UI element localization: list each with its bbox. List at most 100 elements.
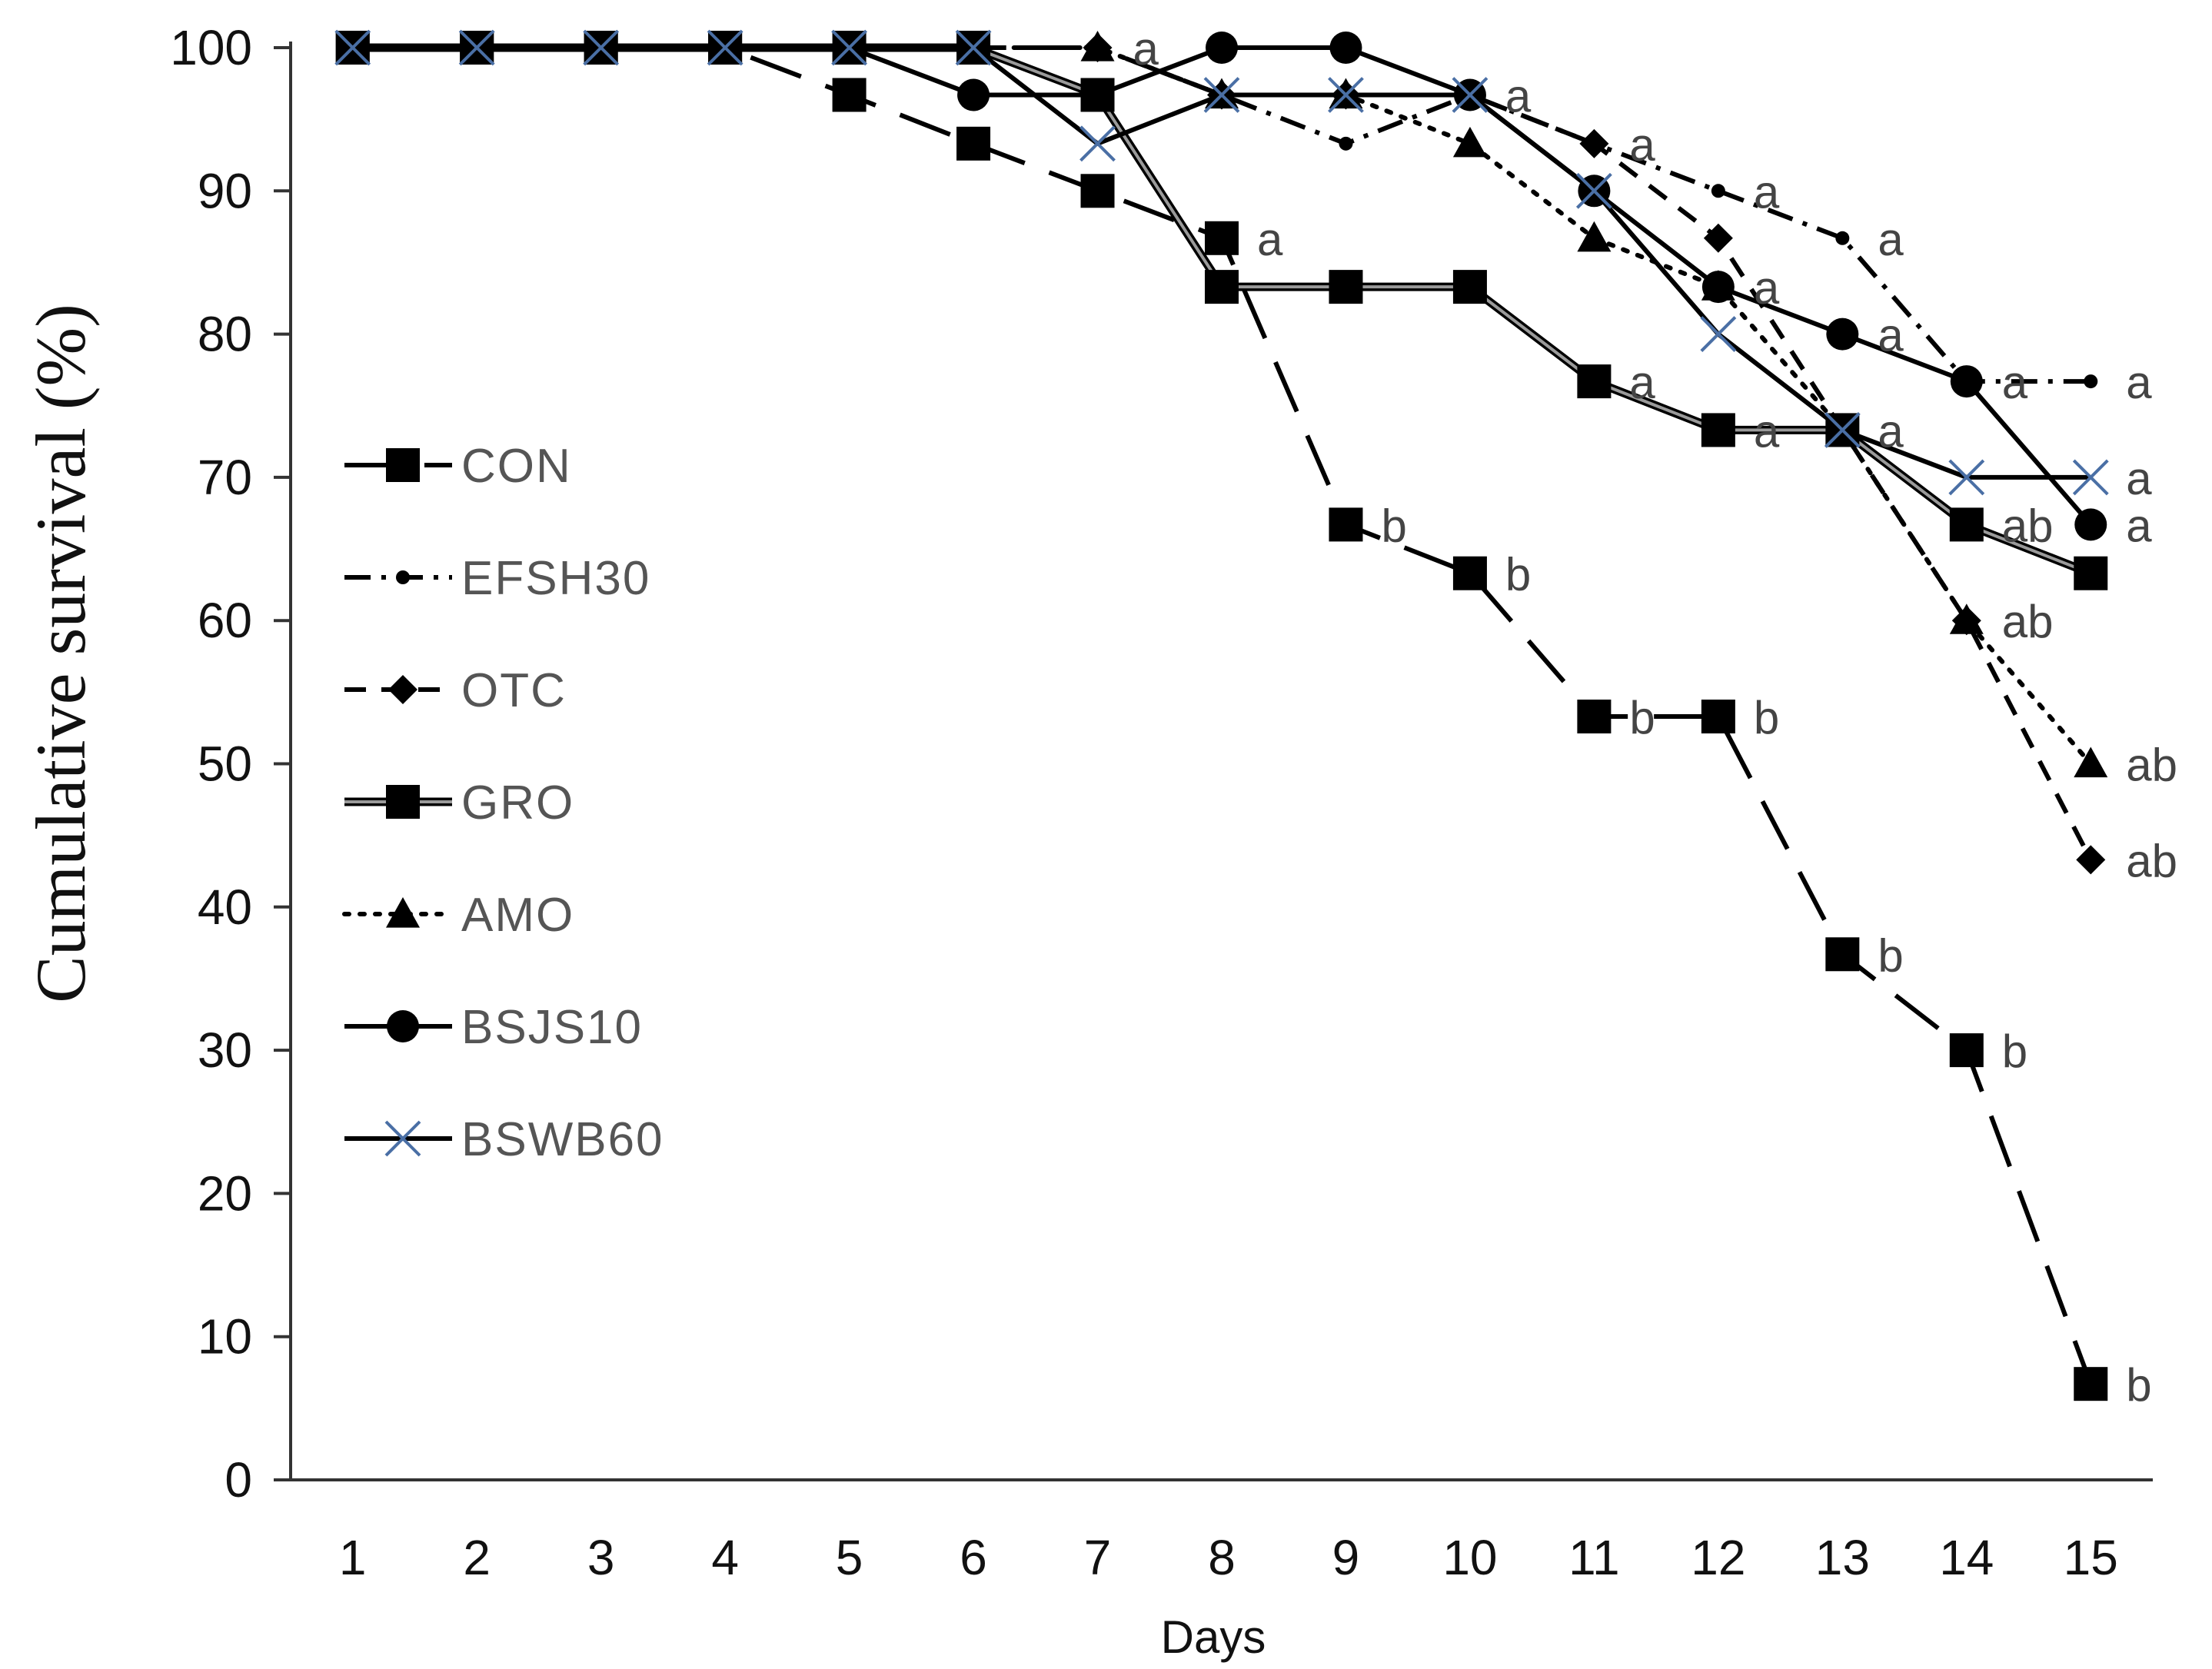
y-tick-label: 80 xyxy=(198,307,252,362)
series-markers-otc xyxy=(338,33,2106,875)
significance-label: ab xyxy=(2002,500,2054,551)
series-markers-gro xyxy=(335,31,2108,590)
significance-label: b xyxy=(1878,929,1903,981)
data-point-marker xyxy=(2074,746,2108,778)
y-tick-label: 50 xyxy=(198,736,252,792)
y-tick-label: 100 xyxy=(170,20,252,75)
data-point-marker xyxy=(1825,937,1860,972)
y-tick-label: 70 xyxy=(198,450,252,505)
data-point-marker xyxy=(1835,231,1850,245)
data-point-marker xyxy=(1452,126,1487,158)
data-point-marker xyxy=(2084,374,2098,389)
x-tick-label: 11 xyxy=(1568,1530,1619,1585)
data-point-marker xyxy=(1703,223,1733,253)
x-tick-label: 12 xyxy=(1691,1530,1745,1585)
legend-label: BSWB60 xyxy=(461,1113,664,1166)
data-point-marker xyxy=(1329,270,1363,304)
series-line-amo xyxy=(350,45,2094,766)
data-point-marker xyxy=(1826,318,1859,351)
series-bswb60 xyxy=(352,45,2091,480)
significance-label: b xyxy=(1381,500,1406,551)
x-tick-label: 10 xyxy=(1442,1530,1497,1585)
data-point-marker xyxy=(1701,271,1735,304)
significance-label: a xyxy=(2126,357,2152,408)
x-tick-label: 9 xyxy=(1332,1530,1360,1585)
data-point-marker xyxy=(1080,31,1115,62)
data-point-marker xyxy=(1824,412,1861,448)
series-line-bswb60 xyxy=(352,45,2091,480)
data-point-marker xyxy=(1949,1033,1984,1068)
x-tick-label: 1 xyxy=(339,1530,367,1585)
legend-label: CON xyxy=(461,440,572,493)
series-markers-bswb60 xyxy=(334,29,2109,496)
significance-label: b xyxy=(1754,692,1779,743)
x-tick-label: 6 xyxy=(960,1530,987,1585)
data-point-marker xyxy=(334,29,371,66)
significance-label: a xyxy=(2126,453,2152,504)
data-point-marker xyxy=(384,1120,421,1157)
data-point-marker xyxy=(1700,316,1737,353)
significance-label: a xyxy=(2002,357,2028,408)
significance-label: ab xyxy=(2002,596,2054,647)
significance-label: a xyxy=(1754,405,1780,457)
data-point-marker xyxy=(1452,270,1487,304)
significance-label: b xyxy=(2002,1026,2027,1077)
data-point-marker xyxy=(2076,845,2106,875)
data-point-marker xyxy=(1329,507,1363,542)
x-axis-title: Days xyxy=(1161,1611,1266,1663)
significance-label: b xyxy=(1505,549,1531,600)
data-point-marker xyxy=(1577,700,1612,734)
significance-label: ab xyxy=(2126,835,2177,886)
y-tick-label: 40 xyxy=(198,879,252,935)
series-line-otc xyxy=(352,45,2093,861)
data-point-marker xyxy=(1949,603,1984,634)
series-gro xyxy=(352,43,2093,577)
data-point-marker xyxy=(1701,413,1735,447)
significance-label: a xyxy=(1754,262,1780,314)
legend-label: BSJS10 xyxy=(461,1001,643,1054)
data-point-marker xyxy=(1948,459,1985,496)
data-point-marker xyxy=(387,1010,419,1042)
y-tick-label: 0 xyxy=(225,1452,252,1508)
legend-entry-otc: OTC xyxy=(344,664,565,717)
x-tick-label: 7 xyxy=(1084,1530,1112,1585)
data-point-marker xyxy=(1339,136,1353,151)
data-point-marker xyxy=(707,29,743,66)
y-tick-label: 60 xyxy=(198,593,252,648)
data-point-marker xyxy=(1205,221,1239,255)
series-line-gro-outline xyxy=(352,43,2093,577)
data-point-marker xyxy=(1452,556,1487,590)
significance-label: a xyxy=(1878,405,1904,457)
data-point-marker xyxy=(1575,172,1612,209)
legend-entry-con: CON xyxy=(344,440,572,493)
data-point-marker xyxy=(956,126,991,161)
legend-label: GRO xyxy=(461,776,574,830)
data-point-marker xyxy=(1452,77,1489,113)
data-point-marker xyxy=(1577,221,1612,252)
data-point-marker xyxy=(2074,1367,2108,1401)
data-point-marker xyxy=(1577,364,1612,399)
data-point-marker xyxy=(386,448,420,482)
data-point-marker xyxy=(396,570,410,584)
significance-label: a xyxy=(2126,500,2152,551)
legend-entry-bswb60: BSWB60 xyxy=(344,1113,664,1166)
data-point-marker xyxy=(831,29,868,66)
significance-label: a xyxy=(1629,119,1655,171)
data-point-marker xyxy=(386,785,420,819)
x-tick-label: 8 xyxy=(1208,1530,1236,1585)
x-tick-label: 15 xyxy=(2064,1530,2118,1585)
x-tick-label: 5 xyxy=(836,1530,863,1585)
data-point-marker xyxy=(2074,508,2107,541)
x-tick-label: 4 xyxy=(711,1530,739,1585)
data-point-marker xyxy=(1080,174,1115,208)
series-amo xyxy=(350,45,2094,766)
significance-label: b xyxy=(2126,1359,2151,1411)
x-tick-label: 14 xyxy=(1939,1530,1994,1585)
data-point-marker xyxy=(1950,365,1983,398)
significance-label: a xyxy=(1629,357,1655,408)
data-point-marker xyxy=(2074,556,2108,590)
data-point-marker xyxy=(388,675,417,704)
